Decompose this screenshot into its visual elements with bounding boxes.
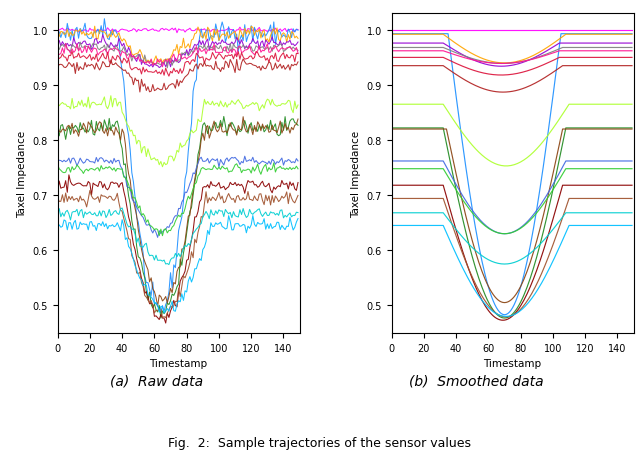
Y-axis label: Taxel Impedance: Taxel Impedance xyxy=(17,130,27,217)
X-axis label: Timestamp: Timestamp xyxy=(150,358,207,368)
Text: (b)  Smoothed data: (b) Smoothed data xyxy=(410,374,544,388)
X-axis label: Timestamp: Timestamp xyxy=(484,358,541,368)
Text: (a)  Raw data: (a) Raw data xyxy=(110,374,204,388)
Y-axis label: Taxel Impedance: Taxel Impedance xyxy=(351,130,361,217)
Text: Fig.  2:  Sample trajectories of the sensor values: Fig. 2: Sample trajectories of the senso… xyxy=(168,436,472,449)
